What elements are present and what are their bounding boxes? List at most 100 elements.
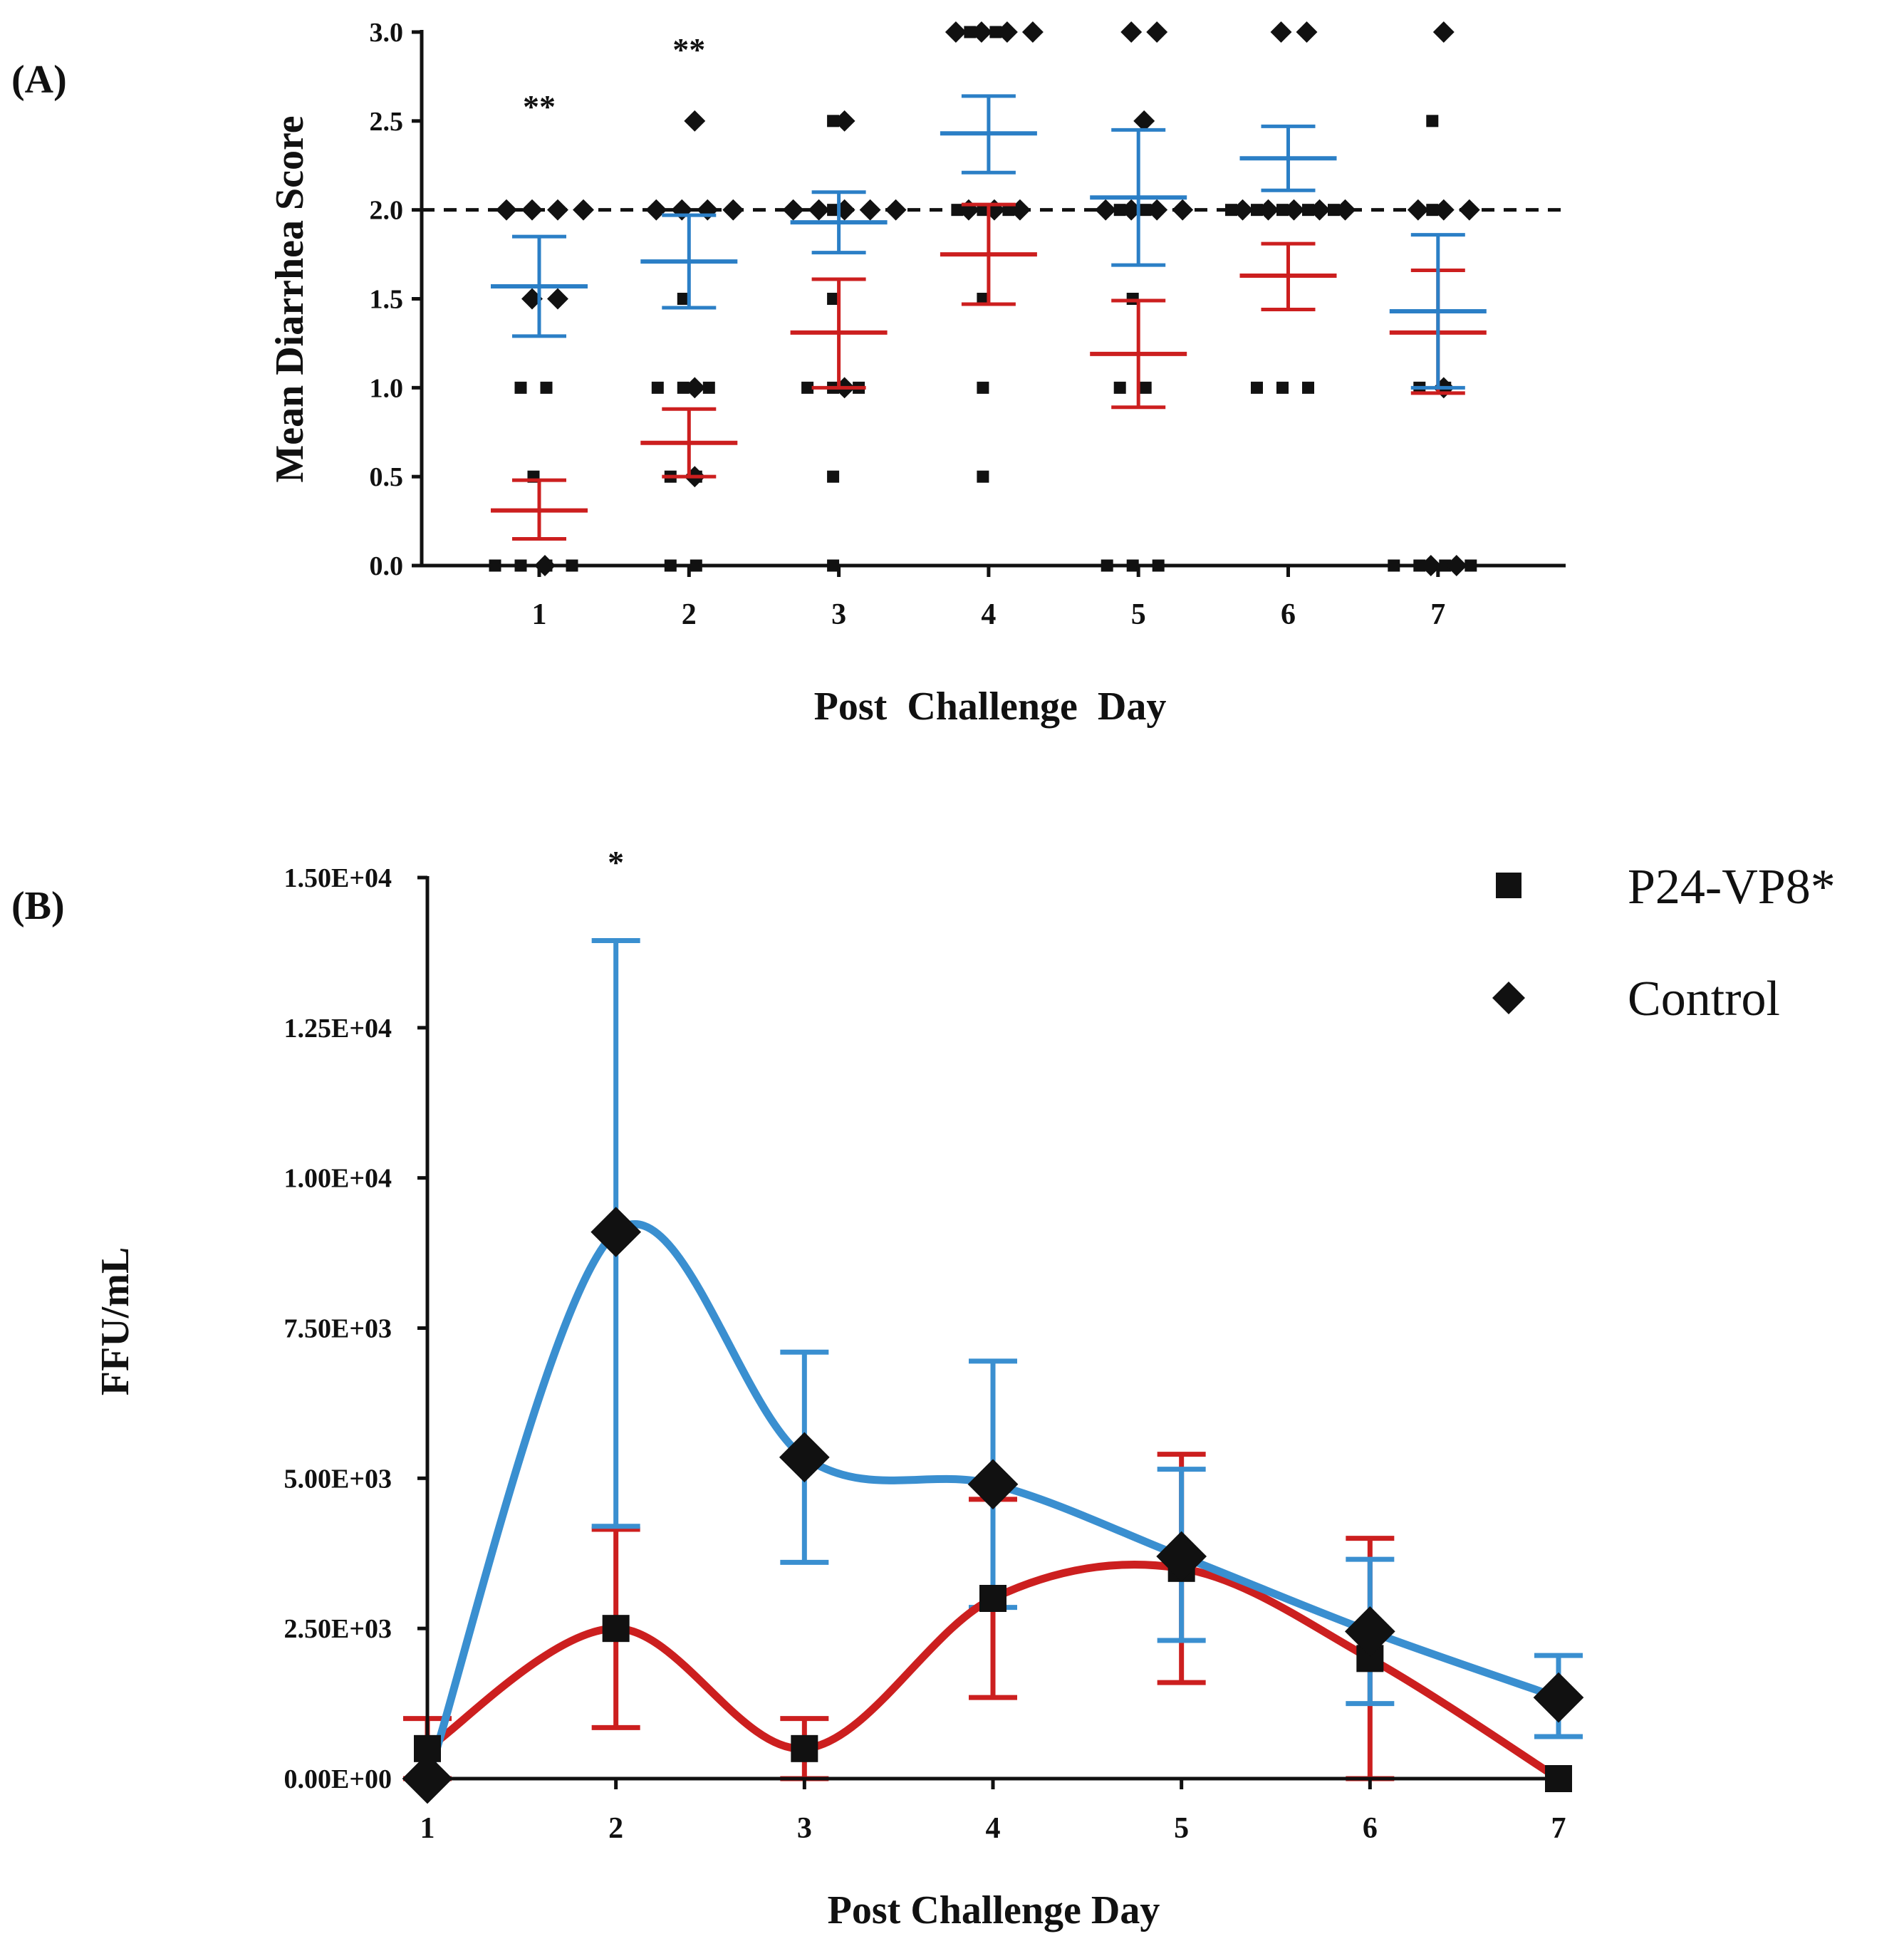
panel-a-axes bbox=[420, 30, 1566, 568]
score-point-diamond bbox=[1432, 21, 1455, 43]
score-points-group bbox=[489, 21, 1480, 576]
panel-b: (B) 0.00E+00 2.50E+03 5.00E+03 7.50E+03 1.00… bbox=[11, 844, 1836, 1932]
y-tick-label: 0.0 bbox=[370, 551, 404, 581]
x-tick-label: 3 bbox=[797, 1812, 812, 1845]
x-tick-label: 4 bbox=[986, 1812, 1001, 1845]
score-point-diamond bbox=[645, 199, 667, 221]
score-point-square bbox=[827, 470, 840, 483]
score-point-square bbox=[1251, 381, 1263, 394]
score-point-square bbox=[964, 26, 977, 38]
data-point-diamond bbox=[1156, 1531, 1207, 1582]
y-tick-label: 7.50E+03 bbox=[284, 1314, 392, 1344]
score-point-square bbox=[1139, 204, 1152, 217]
score-point-square bbox=[1251, 204, 1263, 217]
panel-b-x-label: Post Challenge Day bbox=[828, 1888, 1160, 1932]
y-tick-label: 1.5 bbox=[370, 285, 404, 315]
legend-label-control: Control bbox=[1628, 972, 1780, 1026]
score-point-diamond bbox=[957, 199, 979, 221]
x-tick-label: 5 bbox=[1131, 598, 1146, 631]
score-point-square bbox=[827, 115, 840, 128]
score-point-square bbox=[1302, 204, 1314, 217]
score-point-diamond bbox=[1283, 199, 1305, 221]
score-point-diamond bbox=[970, 21, 992, 43]
score-point-diamond bbox=[808, 199, 830, 221]
legend-square-marker bbox=[1496, 873, 1521, 898]
y-tick-label: 0.00E+00 bbox=[284, 1764, 392, 1794]
score-point-square bbox=[651, 381, 664, 394]
score-point-square bbox=[1276, 381, 1289, 394]
score-point-diamond bbox=[722, 199, 744, 221]
y-tick-label: 1.25E+04 bbox=[284, 1014, 392, 1044]
score-point-diamond bbox=[1270, 21, 1292, 43]
score-point-square bbox=[677, 293, 690, 305]
score-point-square bbox=[514, 381, 527, 394]
control-curve bbox=[423, 1220, 1563, 1783]
score-point-diamond bbox=[1296, 21, 1318, 43]
score-point-square bbox=[1276, 204, 1289, 217]
data-point-diamond bbox=[1344, 1606, 1395, 1657]
x-tick-label: 3 bbox=[831, 598, 846, 631]
data-point-square bbox=[979, 1585, 1006, 1612]
score-point-diamond bbox=[945, 21, 967, 43]
score-point-diamond bbox=[684, 377, 706, 399]
score-point-diamond bbox=[1458, 199, 1480, 221]
score-point-diamond bbox=[1407, 199, 1429, 221]
data-point-diamond bbox=[591, 1207, 642, 1257]
x-tick-label: 1 bbox=[420, 1812, 435, 1845]
score-point-diamond bbox=[521, 288, 543, 310]
score-point-diamond bbox=[885, 199, 907, 221]
panel-a: (A) 0.0 0.5 1.0 1.5 2.0 2.5 3.0 1 2 3 4 5 6 7 ** ** Po… bbox=[11, 18, 1566, 729]
score-point-square bbox=[977, 470, 989, 483]
score-point-diamond bbox=[1009, 199, 1031, 221]
x-tick-label: 6 bbox=[1281, 598, 1296, 631]
score-point-diamond bbox=[547, 288, 568, 310]
score-point-diamond bbox=[1334, 199, 1356, 221]
score-point-diamond bbox=[996, 21, 1018, 43]
significance-marker: ** bbox=[672, 31, 705, 68]
y-tick-label: 2.50E+03 bbox=[284, 1614, 392, 1644]
score-point-diamond bbox=[1232, 199, 1254, 221]
score-point-square bbox=[1002, 204, 1015, 217]
score-point-square bbox=[1426, 204, 1439, 217]
y-tick-label: 5.00E+03 bbox=[284, 1464, 392, 1494]
y-tick-label: 2.5 bbox=[370, 107, 404, 137]
data-point-square bbox=[602, 1615, 630, 1643]
x-tick-label: 1 bbox=[532, 598, 547, 631]
score-point-diamond bbox=[573, 199, 594, 221]
score-point-diamond bbox=[1309, 199, 1331, 221]
panel-b-y-label: FFU/mL bbox=[93, 1247, 137, 1395]
score-point-diamond bbox=[1120, 21, 1143, 43]
score-point-square bbox=[1113, 204, 1126, 217]
score-point-diamond bbox=[547, 199, 568, 221]
score-point-square bbox=[977, 381, 989, 394]
score-point-diamond bbox=[1257, 199, 1279, 221]
score-point-square bbox=[977, 293, 989, 305]
score-point-square bbox=[702, 381, 715, 394]
legend: P24-VP8* Control bbox=[1492, 860, 1836, 1026]
score-point-diamond bbox=[1021, 21, 1044, 43]
score-point-diamond bbox=[833, 110, 855, 132]
score-point-square bbox=[827, 204, 840, 217]
data-point-diamond bbox=[1533, 1672, 1584, 1723]
score-point-diamond bbox=[697, 199, 719, 221]
score-point-square bbox=[801, 381, 814, 394]
significance-marker: * bbox=[608, 844, 624, 880]
panel-a-y-label: Mean Diarrhea Score bbox=[268, 115, 312, 482]
score-point-diamond bbox=[1432, 199, 1455, 221]
score-point-diamond bbox=[521, 199, 543, 221]
data-point-diamond bbox=[779, 1432, 830, 1483]
score-point-diamond bbox=[782, 199, 804, 221]
y-tick-label: 1.0 bbox=[370, 373, 404, 403]
score-point-diamond bbox=[1146, 199, 1168, 221]
x-tick-label: 5 bbox=[1174, 1812, 1189, 1845]
panel-b-label: (B) bbox=[11, 884, 65, 928]
score-point-square bbox=[989, 26, 1002, 38]
panel-a-ticks: 0.0 0.5 1.0 1.5 2.0 2.5 3.0 1 2 3 4 5 6 7 bbox=[370, 18, 1446, 631]
data-point-diamond bbox=[967, 1459, 1019, 1510]
score-point-diamond bbox=[1120, 199, 1143, 221]
score-point-square bbox=[1225, 204, 1237, 217]
score-point-diamond bbox=[684, 110, 706, 132]
mean-error-bars-group bbox=[491, 94, 1487, 541]
x-tick-label: 7 bbox=[1551, 1812, 1566, 1845]
